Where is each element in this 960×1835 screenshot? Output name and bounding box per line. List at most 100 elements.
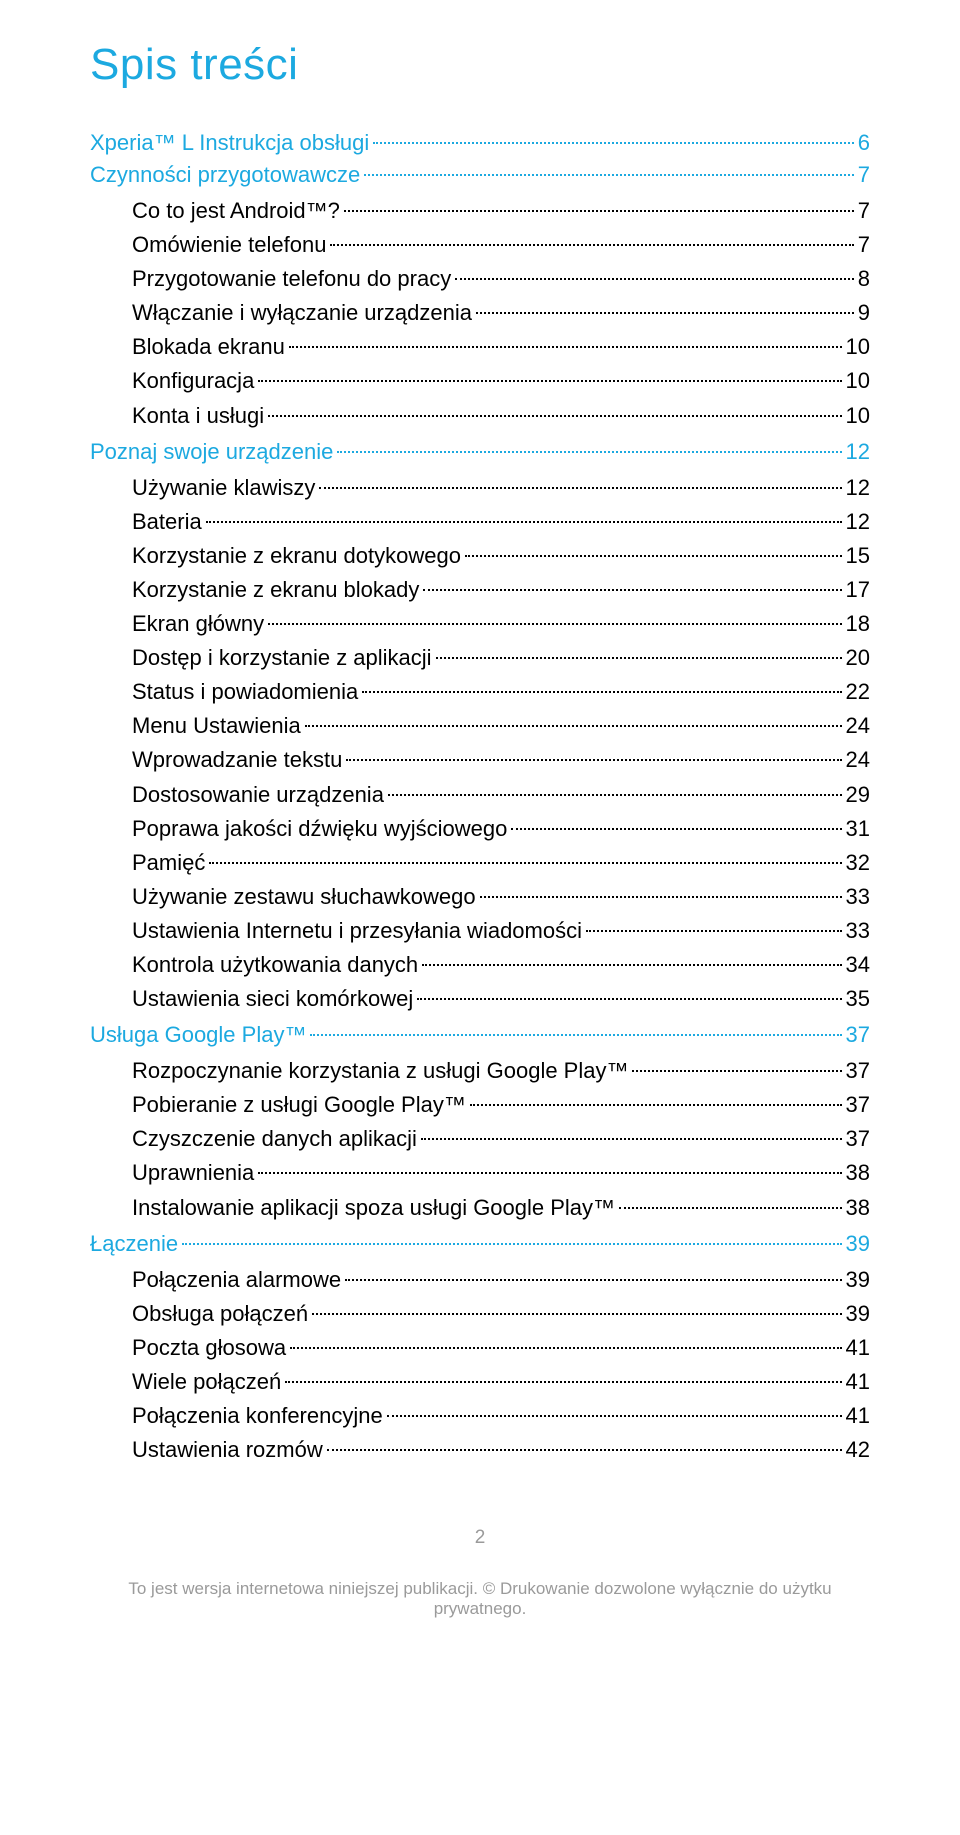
toc-page-number: 10 — [846, 399, 870, 433]
toc-page-number: 37 — [846, 1088, 870, 1122]
toc-leader-dots — [346, 759, 841, 761]
toc-item[interactable]: Przygotowanie telefonu do pracy8 — [132, 262, 870, 296]
toc-item[interactable]: Konta i usługi 10 — [132, 399, 870, 433]
toc-item[interactable]: Kontrola użytkowania danych 34 — [132, 948, 870, 982]
toc-item[interactable]: Połączenia konferencyjne41 — [132, 1399, 870, 1433]
toc-leader-dots — [312, 1313, 841, 1315]
toc-leader-dots — [337, 451, 841, 453]
toc-label: Czyszczenie danych aplikacji — [132, 1122, 417, 1156]
toc-item[interactable]: Korzystanie z ekranu blokady17 — [132, 573, 870, 607]
toc-leader-dots — [480, 896, 842, 898]
toc-item[interactable]: Wprowadzanie tekstu24 — [132, 743, 870, 777]
toc-leader-dots — [632, 1070, 841, 1072]
toc-page-number: 24 — [846, 709, 870, 743]
toc-leader-dots — [422, 964, 841, 966]
toc-item[interactable]: Ustawienia rozmów42 — [132, 1433, 870, 1467]
toc-label: Usługa Google Play™ — [90, 1022, 306, 1048]
toc-section[interactable]: Xperia™ L Instrukcja obsługi6 — [90, 130, 870, 156]
toc-item[interactable]: Korzystanie z ekranu dotykowego15 — [132, 539, 870, 573]
toc-label: Obsługa połączeń — [132, 1297, 308, 1331]
toc-page-number: 10 — [846, 364, 870, 398]
toc-item[interactable]: Poczta głosowa 41 — [132, 1331, 870, 1365]
toc-leader-dots — [209, 862, 841, 864]
page-footer: 2 To jest wersja internetowa niniejszej … — [90, 1527, 870, 1619]
toc-section[interactable]: Poznaj swoje urządzenie12 — [90, 439, 870, 465]
toc-item[interactable]: Omówienie telefonu7 — [132, 228, 870, 262]
toc-page-number: 7 — [858, 162, 870, 188]
toc-page-number: 34 — [846, 948, 870, 982]
toc-item[interactable]: Ustawienia Internetu i przesyłania wiado… — [132, 914, 870, 948]
toc-item[interactable]: Używanie zestawu słuchawkowego 33 — [132, 880, 870, 914]
toc-item[interactable]: Co to jest Android™?7 — [132, 194, 870, 228]
toc-page-number: 42 — [846, 1433, 870, 1467]
toc-item[interactable]: Rozpoczynanie korzystania z usługi Googl… — [132, 1054, 870, 1088]
toc-leader-dots — [373, 142, 854, 144]
toc-label: Wiele połączeń — [132, 1365, 281, 1399]
toc-page-number: 41 — [846, 1399, 870, 1433]
toc-page-number: 38 — [846, 1156, 870, 1190]
toc-label: Konta i usługi — [132, 399, 264, 433]
toc-item[interactable]: Ustawienia sieci komórkowej35 — [132, 982, 870, 1016]
toc-leader-dots — [387, 1415, 842, 1417]
toc-label: Wprowadzanie tekstu — [132, 743, 342, 777]
toc-page-number: 12 — [846, 471, 870, 505]
page-number: 2 — [90, 1527, 870, 1549]
toc-label: Kontrola użytkowania danych — [132, 948, 418, 982]
toc-section[interactable]: Czynności przygotowawcze7 — [90, 162, 870, 188]
toc-page-number: 41 — [846, 1365, 870, 1399]
toc-item[interactable]: Wiele połączeń 41 — [132, 1365, 870, 1399]
toc-section[interactable]: Łączenie39 — [90, 1231, 870, 1257]
toc-page-number: 39 — [846, 1231, 870, 1257]
toc-item[interactable]: Konfiguracja10 — [132, 364, 870, 398]
toc-item[interactable]: Blokada ekranu10 — [132, 330, 870, 364]
toc-leader-dots — [330, 244, 853, 246]
toc-page-number: 12 — [846, 505, 870, 539]
toc-page-number: 41 — [846, 1331, 870, 1365]
toc-item[interactable]: Status i powiadomienia22 — [132, 675, 870, 709]
toc-item[interactable]: Dostęp i korzystanie z aplikacji20 — [132, 641, 870, 675]
toc-item[interactable]: Pobieranie z usługi Google Play™ 37 — [132, 1088, 870, 1122]
toc-item[interactable]: Menu Ustawienia24 — [132, 709, 870, 743]
toc-label: Pamięć — [132, 846, 205, 880]
toc-item[interactable]: Połączenia alarmowe39 — [132, 1263, 870, 1297]
toc-item[interactable]: Uprawnienia38 — [132, 1156, 870, 1190]
toc-leader-dots — [345, 1279, 841, 1281]
toc-item[interactable]: Obsługa połączeń39 — [132, 1297, 870, 1331]
toc-page-number: 8 — [858, 262, 870, 296]
toc-label: Status i powiadomienia — [132, 675, 358, 709]
toc-leader-dots — [455, 278, 854, 280]
toc-item[interactable]: Używanie klawiszy 12 — [132, 471, 870, 505]
toc-item[interactable]: Włączanie i wyłączanie urządzenia9 — [132, 296, 870, 330]
toc-page-number: 37 — [846, 1054, 870, 1088]
toc-leader-dots — [476, 312, 854, 314]
toc-page-number: 18 — [846, 607, 870, 641]
toc-item[interactable]: Poprawa jakości dźwięku wyjściowego31 — [132, 812, 870, 846]
toc-label: Poprawa jakości dźwięku wyjściowego — [132, 812, 507, 846]
toc-item[interactable]: Ekran główny18 — [132, 607, 870, 641]
toc-leader-dots — [465, 555, 842, 557]
toc-item[interactable]: Pamięć32 — [132, 846, 870, 880]
toc-label: Pobieranie z usługi Google Play™ — [132, 1088, 466, 1122]
toc-section[interactable]: Usługa Google Play™37 — [90, 1022, 870, 1048]
toc-page-number: 33 — [846, 914, 870, 948]
toc-item[interactable]: Bateria12 — [132, 505, 870, 539]
toc-item[interactable]: Czyszczenie danych aplikacji 37 — [132, 1122, 870, 1156]
toc-label: Ustawienia Internetu i przesyłania wiado… — [132, 914, 582, 948]
toc-leader-dots — [327, 1449, 842, 1451]
toc-page-number: 12 — [846, 439, 870, 465]
toc-leader-dots — [421, 1138, 842, 1140]
toc-label: Poczta głosowa — [132, 1331, 286, 1365]
toc-item[interactable]: Instalowanie aplikacji spoza usługi Goog… — [132, 1191, 870, 1225]
toc-leader-dots — [388, 794, 842, 796]
toc-page-number: 10 — [846, 330, 870, 364]
toc-leader-dots — [619, 1207, 841, 1209]
toc-page-number: 7 — [858, 228, 870, 262]
toc-label: Używanie klawiszy — [132, 471, 315, 505]
toc-label: Włączanie i wyłączanie urządzenia — [132, 296, 472, 330]
toc-item[interactable]: Dostosowanie urządzenia29 — [132, 778, 870, 812]
toc-leader-dots — [436, 657, 842, 659]
toc-label: Korzystanie z ekranu blokady — [132, 573, 419, 607]
toc-page-number: 37 — [846, 1122, 870, 1156]
toc-leader-dots — [423, 589, 841, 591]
toc-leader-dots — [470, 1104, 842, 1106]
